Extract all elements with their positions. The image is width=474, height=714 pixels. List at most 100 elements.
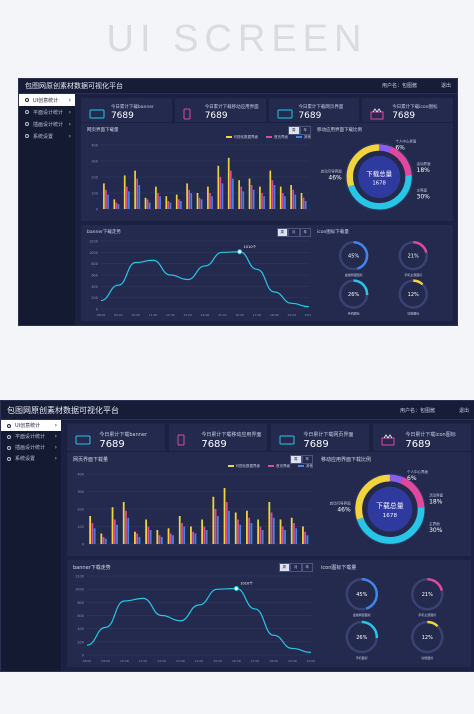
sidebar-item-graphic[interactable]: 平面设计统计 › — [19, 106, 75, 118]
ring-track — [411, 620, 444, 654]
bar — [196, 193, 199, 209]
x-tick-label: 19:00 — [288, 659, 297, 663]
donut-title: 移动应用界面下载比例 — [321, 457, 372, 463]
bar — [169, 202, 172, 209]
icon-panel-title: icon图标下载量 — [321, 565, 357, 571]
circle-icon — [25, 110, 29, 114]
bar — [113, 519, 116, 544]
range-week-button[interactable]: 周 — [278, 563, 290, 572]
donut-panel: 移动应用界面下载比例 下载总量 1678 个人中心界面 6% 活动界面 18% 启动引导界面… — [311, 123, 453, 221]
bar — [165, 196, 168, 209]
legend-label: 可视化数据界面 — [233, 135, 259, 139]
stat-label: 今日累计下载移动应用界面 — [201, 432, 262, 438]
legend-item: 首页界面 — [268, 464, 290, 469]
bar — [158, 535, 161, 544]
bar — [145, 519, 148, 544]
y-tick-label: 1200 — [89, 240, 98, 244]
legend-swatch — [268, 465, 274, 467]
ring-label: 手机图标 — [348, 311, 360, 316]
monitor-icon — [89, 105, 105, 124]
y-tick-label: 0 — [82, 654, 84, 658]
stat-label: 今日累计下载banner — [110, 105, 154, 110]
ring-track — [398, 241, 428, 271]
bar — [205, 530, 208, 544]
legend-item: 可视化数据界面 — [225, 135, 259, 140]
user-name[interactable]: 用户名：包图酱 — [399, 408, 435, 414]
range-year-button[interactable]: 年 — [301, 563, 313, 572]
bar — [169, 533, 172, 544]
range-week-button[interactable]: 周 — [290, 455, 302, 464]
chevron-right-icon: › — [54, 455, 57, 462]
bar — [300, 193, 303, 209]
bar — [248, 178, 251, 209]
bar — [125, 510, 127, 544]
sidebar-item-illustration[interactable]: 插画设计统计 › — [19, 118, 75, 130]
range-week-button[interactable]: 周 — [288, 126, 300, 135]
circle-icon — [7, 434, 11, 439]
bar — [123, 175, 126, 209]
range-month-button[interactable]: 月 — [290, 563, 302, 572]
bar — [257, 519, 260, 544]
x-tick-label: 19:00 — [287, 313, 296, 317]
stat-label: 今日累计下载移动应用界面 — [204, 105, 259, 110]
ring-progress — [338, 279, 369, 309]
y-tick-label: 400 — [77, 473, 84, 477]
sidebar-item-settings[interactable]: 系统设置 › — [19, 130, 75, 142]
x-tick-label: 17:00 — [251, 659, 260, 663]
bar-chart: 0 100 200 300 400 — [77, 473, 311, 547]
x-tick-label: 10:00 — [131, 313, 140, 317]
bar — [232, 178, 234, 209]
bar — [104, 538, 107, 544]
bar — [211, 196, 213, 209]
range-month-button[interactable]: 月 — [288, 228, 300, 237]
ring-label: 功能图标 — [421, 655, 433, 660]
stat-value: 7689 — [110, 111, 134, 121]
legend-swatch — [296, 136, 302, 138]
donut-segment-label: 活动界面 — [429, 493, 443, 498]
monitor-icon — [75, 431, 91, 450]
range-year-button[interactable]: 年 — [299, 228, 311, 237]
legend-label: 首页界面 — [276, 464, 290, 468]
x-tick-label: 14:00 — [195, 659, 204, 663]
legend-swatch — [227, 465, 234, 467]
sidebar-item-settings[interactable]: 系统设置 › — [1, 453, 61, 464]
y-tick-label: 1000 — [75, 588, 84, 592]
chevron-right-icon: › — [68, 108, 71, 116]
sidebar-item-ui[interactable]: UI创意统计 › — [19, 94, 75, 106]
donut-center-value: 1678 — [372, 180, 385, 186]
bar — [107, 194, 109, 209]
bar — [228, 510, 230, 544]
range-year-button[interactable]: 年 — [301, 455, 313, 464]
x-tick-label: 09:00 — [114, 313, 123, 317]
bar — [295, 528, 298, 544]
bar — [138, 537, 141, 544]
sidebar-item-ui[interactable]: UI创意统计 › — [1, 420, 61, 431]
logout-button[interactable]: 退出 — [458, 408, 469, 414]
x-tick-label: 17:00 — [253, 313, 262, 317]
sidebar-item-label: 平面设计统计 — [15, 434, 46, 440]
range-week-button[interactable]: 周 — [276, 228, 288, 237]
user-name[interactable]: 用户名：包图酱 — [381, 83, 417, 89]
icon-rings: 45% 金融网银图标 21% 手机主题图标 26% 手机图标 12% 功能图标 — [345, 578, 444, 660]
sidebar-item-graphic[interactable]: 平面设计统计 › — [1, 431, 61, 442]
logout-button[interactable]: 退出 — [440, 83, 451, 89]
sidebar-item-label: 平面设计统计 — [33, 109, 64, 116]
bar — [304, 201, 307, 209]
gift-icon — [381, 431, 395, 450]
bar — [225, 502, 228, 544]
y-tick-label: 400 — [77, 627, 84, 631]
bar-range-buttons: 周 年 — [288, 126, 311, 135]
stat-label: 今日累计下载网页界面 — [303, 432, 354, 438]
bar — [146, 199, 149, 209]
chevron-right-icon: › — [68, 96, 71, 104]
bar — [91, 523, 94, 544]
ring-value: 21% — [422, 592, 433, 598]
legend-label: 其他 — [306, 464, 313, 468]
legend-item: 首页界面 — [266, 135, 288, 140]
bar — [117, 204, 120, 209]
bar — [292, 189, 295, 209]
range-year-button[interactable]: 年 — [299, 126, 311, 135]
y-tick-label: 800 — [91, 262, 98, 266]
sidebar-item-illustration[interactable]: 插画设计统计 › — [1, 442, 61, 453]
